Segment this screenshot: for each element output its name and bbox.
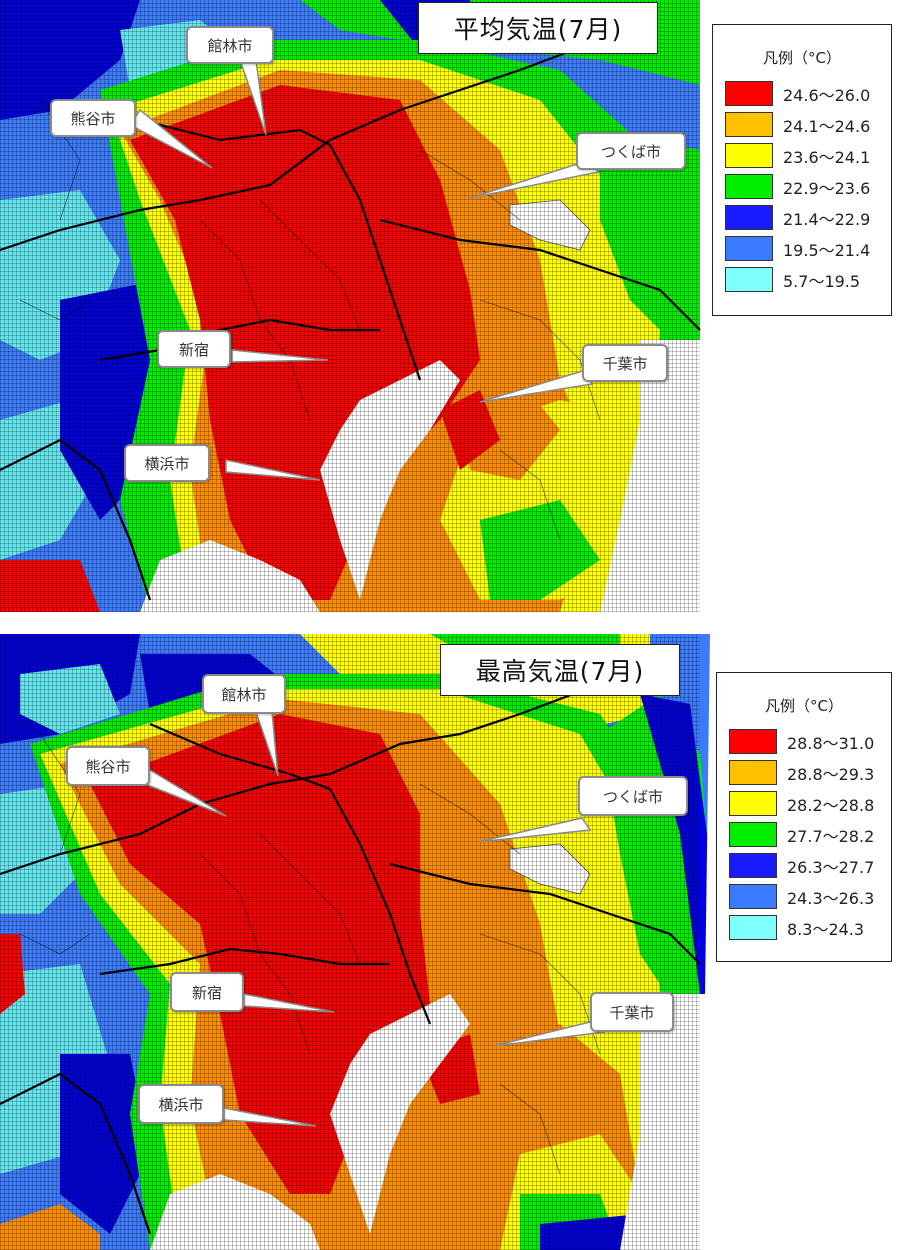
callout-chiba: 千葉市 — [590, 992, 674, 1032]
legend-label: 28.2～28.8 — [787, 795, 875, 815]
legend-item: 24.3～26.3 — [729, 881, 891, 912]
legend-label: 24.6～26.0 — [783, 85, 871, 105]
legend-label: 24.3～26.3 — [787, 888, 875, 908]
legend: 凡例（°C） 28.8～31.0 28.8～29.3 28.2～28.8 27.… — [716, 672, 892, 962]
legend-label: 28.8～31.0 — [787, 733, 875, 753]
legend-label: 22.9～23.6 — [783, 178, 871, 198]
legend-swatch-orange — [725, 112, 773, 137]
legend-label: 28.8～29.3 — [787, 764, 875, 784]
legend-label: 5.7～19.5 — [783, 271, 861, 291]
legend-label: 8.3～24.3 — [787, 919, 865, 939]
legend-item: 24.6～26.0 — [725, 78, 891, 109]
legend-item: 28.2～28.8 — [729, 788, 891, 819]
legend-swatch-yellow — [725, 143, 773, 168]
legend-item: 23.6～24.1 — [725, 140, 891, 171]
legend-item: 5.7～19.5 — [725, 264, 891, 295]
callout-yokohama: 横浜市 — [138, 1084, 224, 1124]
legend-swatch-red — [725, 81, 773, 106]
legend-item: 24.1～24.6 — [725, 109, 891, 140]
legend-label: 27.7～28.2 — [787, 826, 875, 846]
legend-swatch-red — [729, 729, 777, 754]
legend-swatch-green — [729, 822, 777, 847]
legend-item: 27.7～28.2 — [729, 819, 891, 850]
callout-kumagaya: 熊谷市 — [50, 99, 136, 137]
legend-item: 28.8～31.0 — [729, 726, 891, 757]
legend-swatch-blue — [725, 205, 773, 230]
legend-item: 8.3～24.3 — [729, 912, 891, 943]
legend-swatch-cyan — [729, 915, 777, 940]
legend-label: 24.1～24.6 — [783, 116, 871, 136]
legend-label: 26.3～27.7 — [787, 857, 875, 877]
legend-swatch-blue — [729, 853, 777, 878]
legend-item: 28.8～29.3 — [729, 757, 891, 788]
legend-swatch-orange — [729, 760, 777, 785]
legend-swatch-yellow — [729, 791, 777, 816]
legend-swatch-mid-blue — [729, 884, 777, 909]
legend-item: 22.9～23.6 — [725, 171, 891, 202]
legend-item: 26.3～27.7 — [729, 850, 891, 881]
legend-swatch-mid-blue — [725, 236, 773, 261]
legend-title: 凡例（°C） — [765, 697, 843, 715]
callout-chiba: 千葉市 — [582, 344, 668, 382]
legend-item: 19.5～21.4 — [725, 233, 891, 264]
legend-label: 19.5～21.4 — [783, 240, 871, 260]
average-temperature-map-panel: 平均気温(7月) 凡例（°C） 24.6～26.0 24.1～24.6 23.6… — [0, 0, 900, 612]
maximum-temperature-map-panel: 最高気温(7月) 凡例（°C） 28.8～31.0 28.8～29.3 28.2… — [0, 634, 900, 1250]
legend-label: 21.4～22.9 — [783, 209, 871, 229]
map-title: 最高気温(7月) — [440, 644, 680, 696]
callout-tatebayashi: 館林市 — [202, 674, 286, 714]
legend-swatch-cyan — [725, 267, 773, 292]
callout-kumagaya: 熊谷市 — [66, 746, 150, 786]
callout-tatebayashi: 館林市 — [186, 26, 274, 64]
callout-shinjuku: 新宿 — [157, 330, 231, 368]
legend-label: 23.6～24.1 — [783, 147, 871, 167]
legend: 凡例（°C） 24.6～26.0 24.1～24.6 23.6～24.1 22.… — [712, 24, 892, 316]
callout-tsukuba: つくば市 — [576, 132, 686, 170]
callout-yokohama: 横浜市 — [124, 444, 210, 482]
callout-tsukuba: つくば市 — [578, 776, 688, 816]
legend-title: 凡例（°C） — [763, 49, 841, 67]
legend-item: 21.4～22.9 — [725, 202, 891, 233]
legend-swatch-green — [725, 174, 773, 199]
map-title: 平均気温(7月) — [418, 2, 658, 54]
callout-shinjuku: 新宿 — [170, 972, 244, 1012]
